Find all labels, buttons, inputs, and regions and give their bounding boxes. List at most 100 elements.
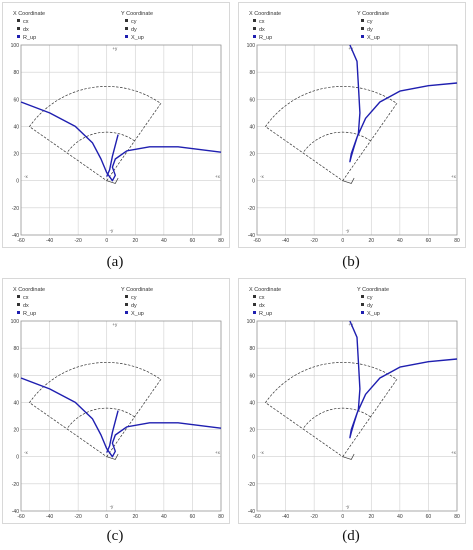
sensor-sector (28, 362, 162, 458)
legend-header-y: Y Coordinate (121, 287, 153, 293)
legend-swatch (253, 303, 256, 306)
chart-caption-a: (a) (106, 254, 124, 270)
chart-caption-d: (d) (342, 528, 360, 544)
axis-marker-plus-x: +x (215, 174, 221, 179)
plot-frame (20, 44, 222, 236)
chart-panel-a: X Coordinate Y Coordinate cx dx R_up cy dy X_up… (2, 2, 230, 248)
chart-panel-d: X Coordinate Y Coordinate cx dx R_up cy dy X_up… (238, 278, 466, 524)
legend-swatch (253, 19, 256, 22)
y-tick-label: 80 (249, 346, 255, 352)
x-tick-label: 0 (105, 238, 108, 244)
x-tick-label: 40 (161, 514, 167, 520)
legend-label: R_up (23, 35, 36, 41)
y-tick-label: 80 (13, 70, 19, 76)
y-tick-label: -40 (12, 509, 19, 515)
y-tick-label: -40 (248, 509, 255, 515)
legend-swatch (253, 27, 256, 30)
y-tick-label: 20 (13, 152, 19, 158)
legend-header-x: X Coordinate (249, 11, 281, 17)
sensor-sector (264, 362, 398, 458)
x-tick-label: -20 (311, 514, 318, 520)
legend-header-y: Y Coordinate (121, 11, 153, 17)
axis-marker-minus-x: -x (24, 450, 28, 455)
x-tick-label: 40 (161, 238, 167, 244)
axis-marker-minus-y: -y (110, 228, 114, 233)
x-tick-label: -60 (17, 238, 24, 244)
y-tick-label: 80 (13, 346, 19, 352)
legend-label: cx (259, 19, 265, 25)
plot-frame (256, 320, 458, 512)
legend-swatch (361, 311, 364, 314)
legend-label: dy (367, 303, 373, 309)
x-tick-label: 40 (397, 238, 403, 244)
legend-label: cy (367, 295, 373, 301)
x-tick-label: 0 (105, 514, 108, 520)
y-tick-label: 0 (16, 179, 19, 185)
legend-header-x: X Coordinate (13, 11, 45, 17)
legend-header-y: Y Coordinate (357, 11, 389, 17)
sensor-sector (264, 86, 398, 182)
y-tick-label: 0 (16, 455, 19, 461)
y-tick-label: 40 (249, 124, 255, 130)
x-tick-label: 80 (218, 238, 224, 244)
legend-swatch (125, 295, 128, 298)
y-tick-label: 0 (252, 455, 255, 461)
legend-label: cx (259, 295, 265, 301)
x-tick-label: -60 (253, 514, 260, 520)
y-tick-label: 0 (252, 179, 255, 185)
y-tick-label: 100 (11, 43, 20, 49)
x-tick-label: 0 (341, 514, 344, 520)
vehicle-marker (342, 453, 355, 460)
chart-caption-b: (b) (342, 254, 360, 270)
trajectory-line-2 (106, 134, 119, 177)
legend-swatch (125, 27, 128, 30)
x-tick-label: -60 (17, 514, 24, 520)
x-tick-label: 20 (133, 514, 139, 520)
legend-label: dy (131, 27, 137, 33)
axis-marker-minus-x: -x (260, 174, 264, 179)
x-tick-label: -20 (311, 238, 318, 244)
axis-marker-plus-x: +x (451, 450, 457, 455)
x-tick-label: 20 (369, 514, 375, 520)
axis-marker-minus-y: -y (346, 504, 350, 509)
legend-swatch (361, 303, 364, 306)
legend-swatch (361, 35, 364, 38)
legend-swatch (17, 19, 20, 22)
chart-svg-c: X Coordinate Y Coordinate cx dx R_up cy dy X_up… (11, 287, 224, 520)
y-tick-label: 100 (247, 319, 256, 325)
y-tick-label: 40 (13, 124, 19, 130)
x-tick-label: 60 (426, 238, 432, 244)
legend-header-x: X Coordinate (13, 287, 45, 293)
legend-swatch (125, 303, 128, 306)
legend-label: X_up (131, 311, 144, 317)
trajectory-line-2 (106, 410, 119, 453)
y-tick-label: 40 (13, 400, 19, 406)
x-tick-label: -40 (46, 238, 53, 244)
legend-swatch (253, 35, 256, 38)
x-tick-label: 20 (133, 238, 139, 244)
legend-label: dx (23, 303, 29, 309)
chart-svg-d: X Coordinate Y Coordinate cx dx R_up cy dy X_up… (247, 287, 460, 520)
axis-marker-minus-x: -x (260, 450, 264, 455)
axis-marker-minus-y: -y (110, 504, 114, 509)
trajectory-line-1 (20, 101, 222, 182)
legend-swatch (253, 295, 256, 298)
y-tick-label: 100 (247, 43, 256, 49)
y-tick-label: 60 (249, 373, 255, 379)
x-tick-label: -40 (282, 238, 289, 244)
trajectory-line-1 (349, 44, 458, 163)
legend-header-y: Y Coordinate (357, 287, 389, 293)
axis-marker-plus-y: +y (112, 46, 118, 51)
legend-swatch (125, 35, 128, 38)
x-tick-label: 60 (190, 238, 196, 244)
legend-label: dx (259, 27, 265, 33)
x-tick-label: 0 (341, 238, 344, 244)
legend-label: dy (131, 303, 137, 309)
y-tick-label: 20 (249, 428, 255, 434)
x-tick-label: 80 (454, 514, 460, 520)
sensor-inner-arc (66, 407, 135, 430)
x-tick-label: 20 (369, 238, 375, 244)
plot-frame (20, 320, 222, 512)
x-tick-label: 60 (426, 514, 432, 520)
y-tick-label: 60 (13, 373, 19, 379)
